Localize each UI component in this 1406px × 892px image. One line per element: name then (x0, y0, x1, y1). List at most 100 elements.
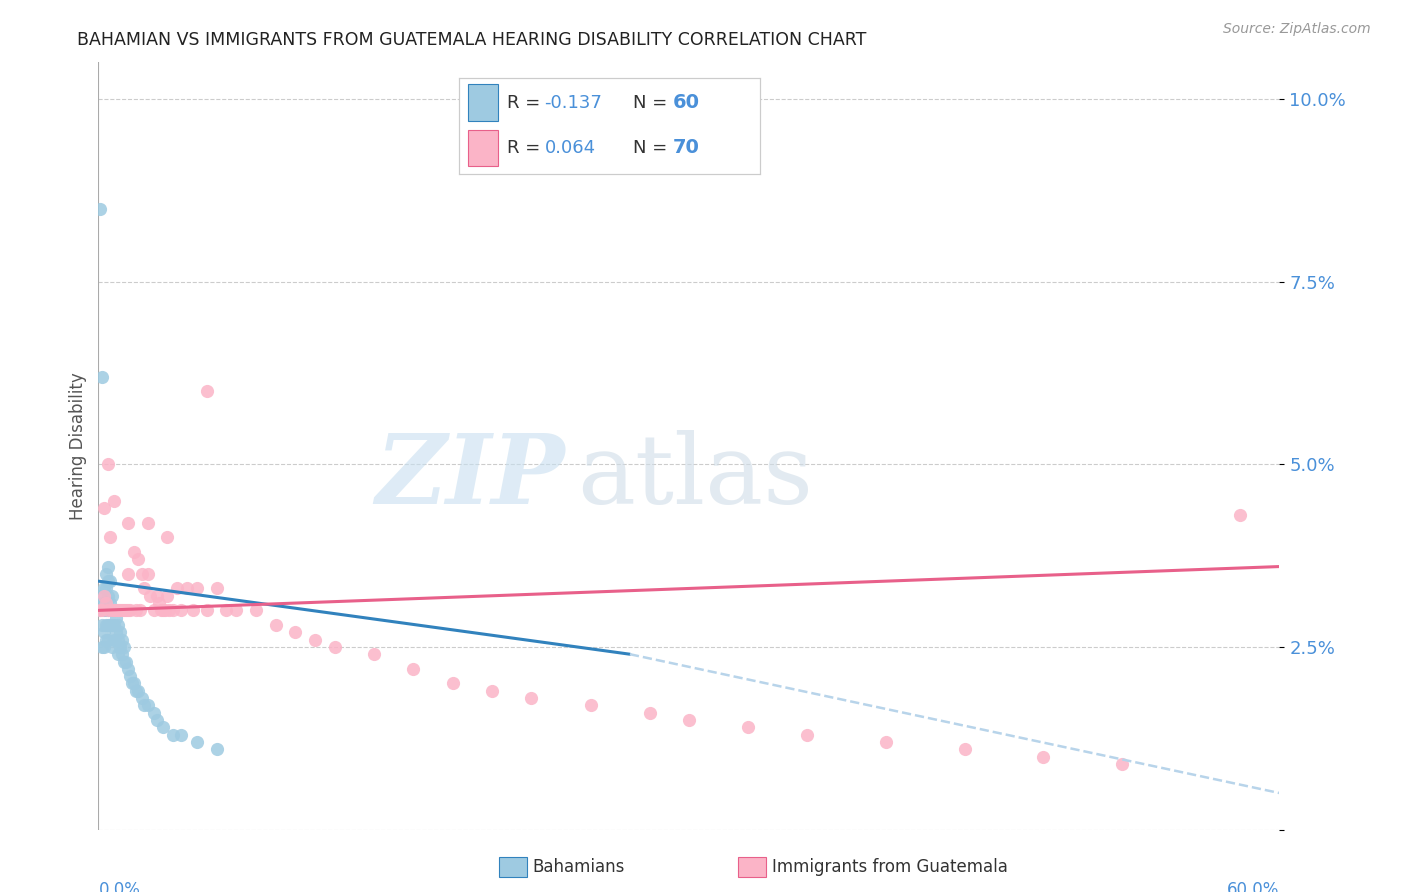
Point (205, 742, 228, 756)
Point (89, 603, 111, 617)
Point (156, 589, 179, 603)
Point (103, 618, 125, 632)
Text: 0.0%: 0.0% (98, 880, 141, 892)
Point (103, 493, 125, 508)
Point (96, 582, 118, 596)
Point (323, 640, 346, 654)
Point (146, 713, 169, 727)
Point (96, 618, 118, 632)
Point (91, 603, 114, 617)
Point (107, 618, 129, 632)
Point (111, 647, 134, 661)
Point (131, 691, 153, 706)
Point (1032, 749, 1054, 764)
Point (91, 618, 114, 632)
Point (105, 625, 128, 640)
Point (115, 655, 138, 669)
Point (737, 720, 759, 734)
Point (93, 589, 115, 603)
Point (520, 691, 543, 706)
Point (93, 625, 115, 640)
Point (166, 582, 188, 596)
Point (132, 698, 155, 713)
Point (96, 632, 118, 647)
Point (97, 589, 120, 603)
Point (186, 735, 208, 749)
Point (117, 662, 139, 676)
Point (121, 676, 143, 690)
Point (112, 603, 135, 617)
Point (91, 596, 114, 610)
Point (142, 706, 165, 720)
Point (108, 640, 131, 654)
Text: 60.0%: 60.0% (1227, 880, 1279, 892)
Point (105, 603, 128, 617)
Point (89, 589, 111, 603)
Point (146, 589, 169, 603)
Point (105, 610, 128, 624)
Text: Source: ZipAtlas.com: Source: ZipAtlas.com (1223, 22, 1371, 37)
Point (132, 582, 155, 596)
Point (97, 603, 120, 617)
Point (170, 728, 193, 742)
Point (152, 603, 174, 617)
Point (96, 596, 118, 610)
Point (181, 603, 204, 617)
Point (98, 596, 121, 610)
Point (118, 603, 141, 617)
Point (1229, 508, 1251, 523)
Text: ZIP: ZIP (375, 430, 565, 524)
Point (136, 566, 159, 581)
Point (101, 603, 124, 617)
Point (481, 683, 503, 698)
Point (127, 552, 149, 566)
Point (111, 632, 134, 647)
Point (264, 618, 287, 632)
Point (678, 713, 700, 727)
Point (117, 603, 139, 617)
Point (97, 632, 120, 647)
Point (107, 632, 129, 647)
Point (89, 202, 111, 216)
Point (441, 676, 464, 690)
Point (122, 545, 145, 559)
Point (108, 625, 131, 640)
Point (101, 589, 124, 603)
Point (363, 647, 385, 661)
Point (115, 603, 138, 617)
Point (91, 369, 114, 384)
Point (96, 566, 118, 581)
Point (97, 457, 120, 471)
Point (1111, 756, 1133, 771)
Point (131, 566, 153, 581)
Point (195, 384, 218, 399)
Text: atlas: atlas (576, 430, 813, 524)
Point (101, 618, 124, 632)
Point (127, 683, 149, 698)
Y-axis label: Hearing Disability: Hearing Disability (69, 372, 87, 520)
Point (225, 603, 247, 617)
Point (97, 603, 120, 617)
Text: Immigrants from Guatemala: Immigrants from Guatemala (772, 858, 1008, 876)
Point (122, 676, 145, 690)
Point (156, 530, 179, 544)
Point (125, 603, 148, 617)
Point (103, 603, 125, 617)
Point (111, 603, 134, 617)
Point (402, 662, 425, 676)
Text: BAHAMIAN VS IMMIGRANTS FROM GUATEMALA HEARING DISABILITY CORRELATION CHART: BAHAMIAN VS IMMIGRANTS FROM GUATEMALA HE… (77, 31, 866, 49)
Point (93, 501, 115, 516)
Point (150, 603, 173, 617)
Point (118, 669, 141, 683)
Point (101, 603, 124, 617)
Point (155, 603, 177, 617)
Point (112, 655, 135, 669)
Point (796, 728, 818, 742)
Point (117, 566, 139, 581)
Point (98, 530, 121, 544)
Point (117, 516, 139, 530)
Point (162, 728, 184, 742)
Point (170, 603, 193, 617)
Point (97, 559, 120, 574)
Point (93, 603, 115, 617)
